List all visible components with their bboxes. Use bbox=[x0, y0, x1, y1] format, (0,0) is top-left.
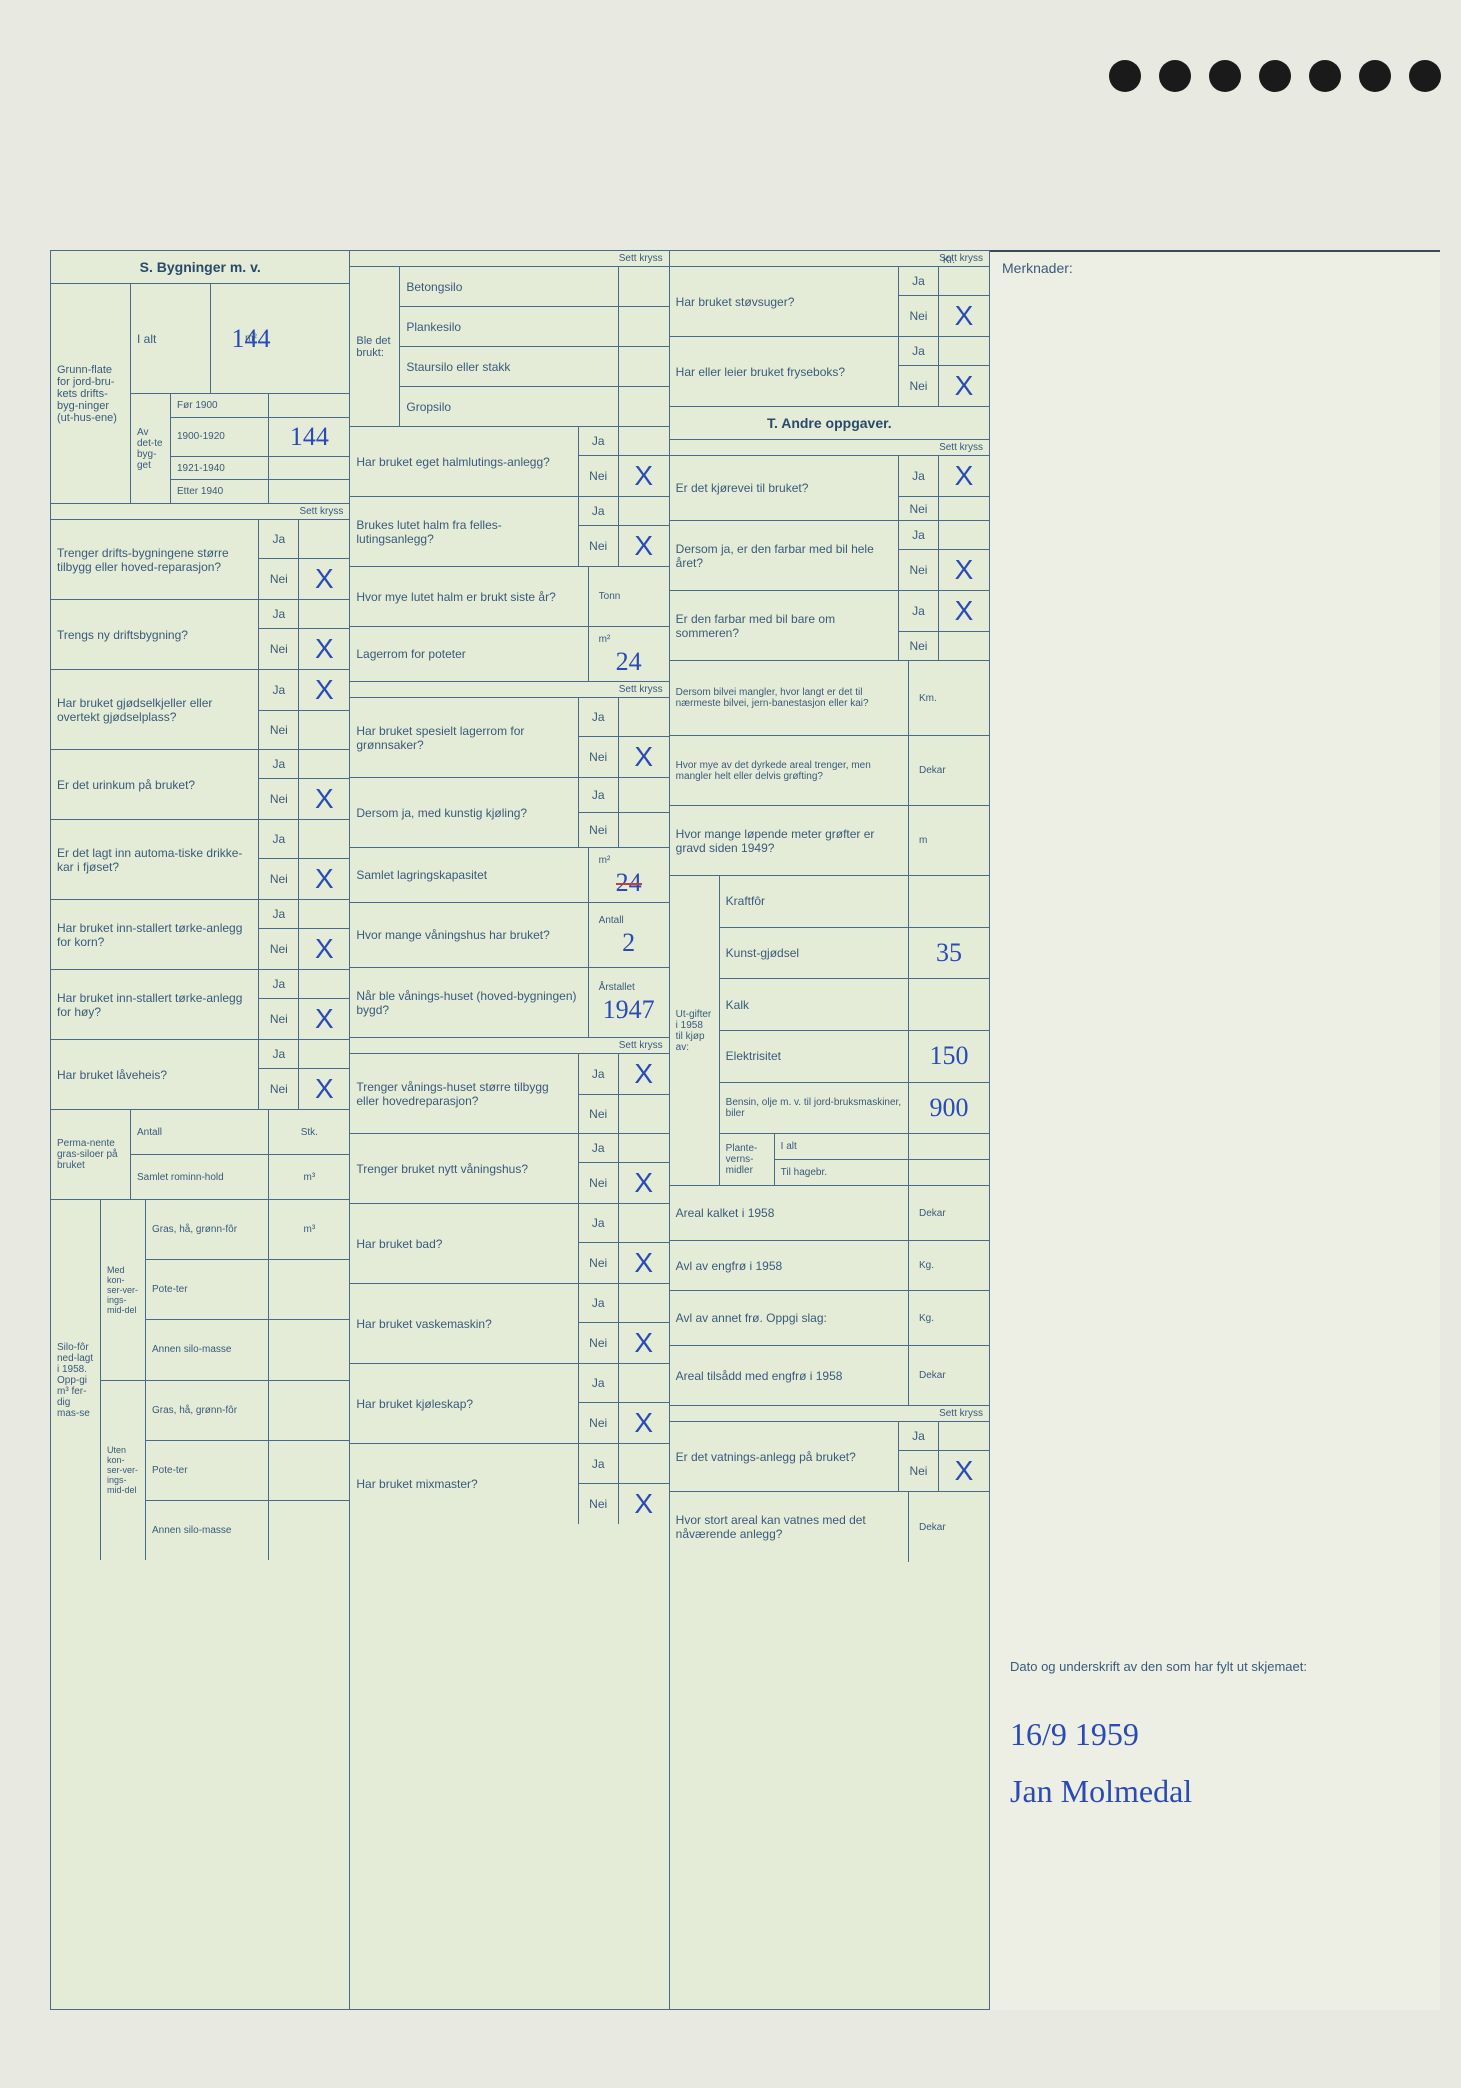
vatningsanlegg-nei-mark: X bbox=[955, 1455, 974, 1487]
samlet-lagring-label: Samlet lagringskapasitet bbox=[350, 848, 588, 902]
avl-annet-label: Avl av annet frø. Oppgi slag: bbox=[670, 1291, 909, 1345]
vatningsanlegg-label: Er det vatnings-anlegg på bruket? bbox=[670, 1422, 899, 1491]
stovsuger-label: Har bruket støvsuger? bbox=[670, 267, 899, 336]
gjodselkjeller-label: Har bruket gjødselkjeller eller overtekt… bbox=[51, 670, 259, 749]
lagerrom-gronn-label: Har bruket spesielt lagerrom for grønnsa… bbox=[350, 698, 578, 777]
merknader-column: Merknader: Dato og underskrift av den so… bbox=[990, 250, 1440, 2010]
punch-holes bbox=[1109, 60, 1441, 92]
halmlutings-nei-mark: X bbox=[634, 460, 653, 492]
farbar-aret-nei-mark: X bbox=[955, 554, 974, 586]
grassiloer-label: Perma-nente gras-siloer på bruket bbox=[51, 1110, 131, 1199]
nytt-vaningshus-nei-mark: X bbox=[634, 1167, 653, 1199]
kjoleskap-nei-mark: X bbox=[634, 1407, 653, 1439]
torke-hoy-nei-mark: X bbox=[315, 1003, 334, 1035]
signature-name: Jan Molmedal bbox=[1010, 1773, 1420, 1810]
bensin-value: 900 bbox=[929, 1093, 968, 1123]
areal-vatnes-label: Hvor stort areal kan vatnes med det nåvæ… bbox=[670, 1492, 909, 1562]
utgifter-label: Ut-gifter i 1958 til kjøp av: bbox=[670, 876, 720, 1185]
farbar-sommer-label: Er den farbar med bil bare om sommeren? bbox=[670, 591, 899, 660]
torke-korn-nei-mark: X bbox=[315, 933, 334, 965]
bilvei-mangler-label: Dersom bilvei mangler, hvor langt er det… bbox=[670, 661, 909, 735]
stovsuger-nei-mark: X bbox=[955, 300, 974, 332]
vaningshus-antall-label: Hvor mange våningshus har bruket? bbox=[350, 903, 588, 967]
trengs-ny-nei-mark: X bbox=[315, 633, 334, 665]
lagerrom-gronn-nei-mark: X bbox=[634, 741, 653, 773]
grofting-label: Hvor mye av det dyrkede areal trenger, m… bbox=[670, 736, 909, 805]
fryseboks-nei-mark: X bbox=[955, 370, 974, 402]
kunstgjodsel-value: 35 bbox=[936, 938, 962, 968]
vaningshus-tilbygg-ja-mark: X bbox=[634, 1058, 653, 1090]
ble-brukt-label: Ble det brukt: bbox=[350, 267, 400, 426]
bad-nei-mark: X bbox=[634, 1247, 653, 1279]
torke-hoy-label: Har bruket inn-stallert tørke-anlegg for… bbox=[51, 970, 259, 1039]
avl-engfro-label: Avl av engfrø i 1958 bbox=[670, 1241, 909, 1290]
column-3: Sett kryss Har bruket støvsuger? Ja NeiX… bbox=[670, 251, 989, 2009]
kjoleskap-label: Har bruket kjøleskap? bbox=[350, 1364, 578, 1443]
lutet-halm-label: Hvor mye lutet halm er brukt siste år? bbox=[350, 567, 588, 626]
urinkum-label: Er det urinkum på bruket? bbox=[51, 750, 259, 819]
fryseboks-label: Har eller leier bruket fryseboks? bbox=[670, 337, 899, 406]
vaningshus-tilbygg-label: Trenger vånings-huset større tilbygg ell… bbox=[350, 1054, 578, 1133]
areal-kalket-label: Areal kalket i 1958 bbox=[670, 1186, 909, 1240]
column-2: Sett kryss Ble det brukt: Betongsilo Pla… bbox=[350, 251, 669, 2009]
lagerrom-pot-label: Lagerrom for poteter bbox=[350, 627, 588, 681]
kjorevei-ja-mark: X bbox=[955, 460, 974, 492]
vaningshus-antall-value: 2 bbox=[622, 928, 635, 958]
elektrisitet-value: 150 bbox=[929, 1041, 968, 1071]
drikkekar-label: Er det lagt inn automa-tiske drikke-kar … bbox=[51, 820, 259, 899]
mixmaster-label: Har bruket mixmaster? bbox=[350, 1444, 578, 1524]
gjodselkjeller-ja-mark: X bbox=[315, 674, 334, 706]
vaningshus-bygd-label: Når ble vånings-huset (hoved-bygningen) … bbox=[350, 968, 588, 1037]
column-s: S. Bygninger m. v. Grunn-flate for jord-… bbox=[51, 251, 350, 2009]
vaskemaskin-nei-mark: X bbox=[634, 1327, 653, 1359]
vaskemaskin-label: Har bruket vaskemaskin? bbox=[350, 1284, 578, 1363]
nytt-vaningshus-label: Trenger bruket nytt våningshus? bbox=[350, 1134, 578, 1203]
grofter-1949-label: Hvor mange løpende meter grøfter er grav… bbox=[670, 806, 909, 875]
1900-1920-value: 144 bbox=[290, 422, 329, 452]
drikkekar-nei-mark: X bbox=[315, 863, 334, 895]
torke-korn-label: Har bruket inn-stallert tørke-anlegg for… bbox=[51, 900, 259, 969]
trenger-drifts-label: Trenger drifts-bygningene større tilbygg… bbox=[51, 520, 259, 599]
signature-date: 16/9 1959 bbox=[1010, 1716, 1420, 1753]
halmlutings-label: Har bruket eget halmlutings-anlegg? bbox=[350, 427, 578, 496]
section-s-header: S. Bygninger m. v. bbox=[51, 251, 349, 284]
kjorevei-label: Er det kjørevei til bruket? bbox=[670, 456, 899, 520]
farbar-sommer-ja-mark: X bbox=[955, 595, 974, 627]
page: Merknader: Dato og underskrift av den so… bbox=[20, 20, 1461, 2068]
section-t-header: T. Andre oppgaver. bbox=[670, 407, 989, 440]
urinkum-nei-mark: X bbox=[315, 783, 334, 815]
merknader-label: Merknader: bbox=[990, 252, 1440, 284]
lagerrom-pot-value: 24 bbox=[616, 647, 642, 677]
laveheis-label: Har bruket låveheis? bbox=[51, 1040, 259, 1109]
laveheis-nei-mark: X bbox=[315, 1073, 334, 1105]
form-sheet: S. Bygninger m. v. Grunn-flate for jord-… bbox=[50, 250, 990, 2010]
trenger-drifts-nei-mark: X bbox=[315, 563, 334, 595]
trengs-ny-label: Trengs ny driftsbygning? bbox=[51, 600, 259, 669]
farbar-aret-label: Dersom ja, er den farbar med bil hele år… bbox=[670, 521, 899, 590]
samlet-lagring-value: 24 bbox=[616, 868, 642, 898]
mixmaster-nei-mark: X bbox=[634, 1488, 653, 1520]
felleslutings-nei-mark: X bbox=[634, 530, 653, 562]
vaningshus-bygd-value: 1947 bbox=[603, 995, 655, 1025]
bad-label: Har bruket bad? bbox=[350, 1204, 578, 1283]
kunstig-kjoling-label: Dersom ja, med kunstig kjøling? bbox=[350, 778, 578, 847]
grunnflate-label: Grunn-flate for jord-bru-kets drifts-byg… bbox=[51, 284, 131, 503]
silofor-label: Silo-fôr ned-lagt i 1958. Opp-gi m³ fer-… bbox=[51, 1200, 101, 1560]
signature-area: Dato og underskrift av den som har fylt … bbox=[1010, 1658, 1420, 1810]
felleslutings-label: Brukes lutet halm fra felles-lutingsanle… bbox=[350, 497, 578, 566]
signature-caption: Dato og underskrift av den som har fylt … bbox=[1010, 1658, 1420, 1676]
areal-tilsadd-label: Areal tilsådd med engfrø i 1958 bbox=[670, 1346, 909, 1405]
